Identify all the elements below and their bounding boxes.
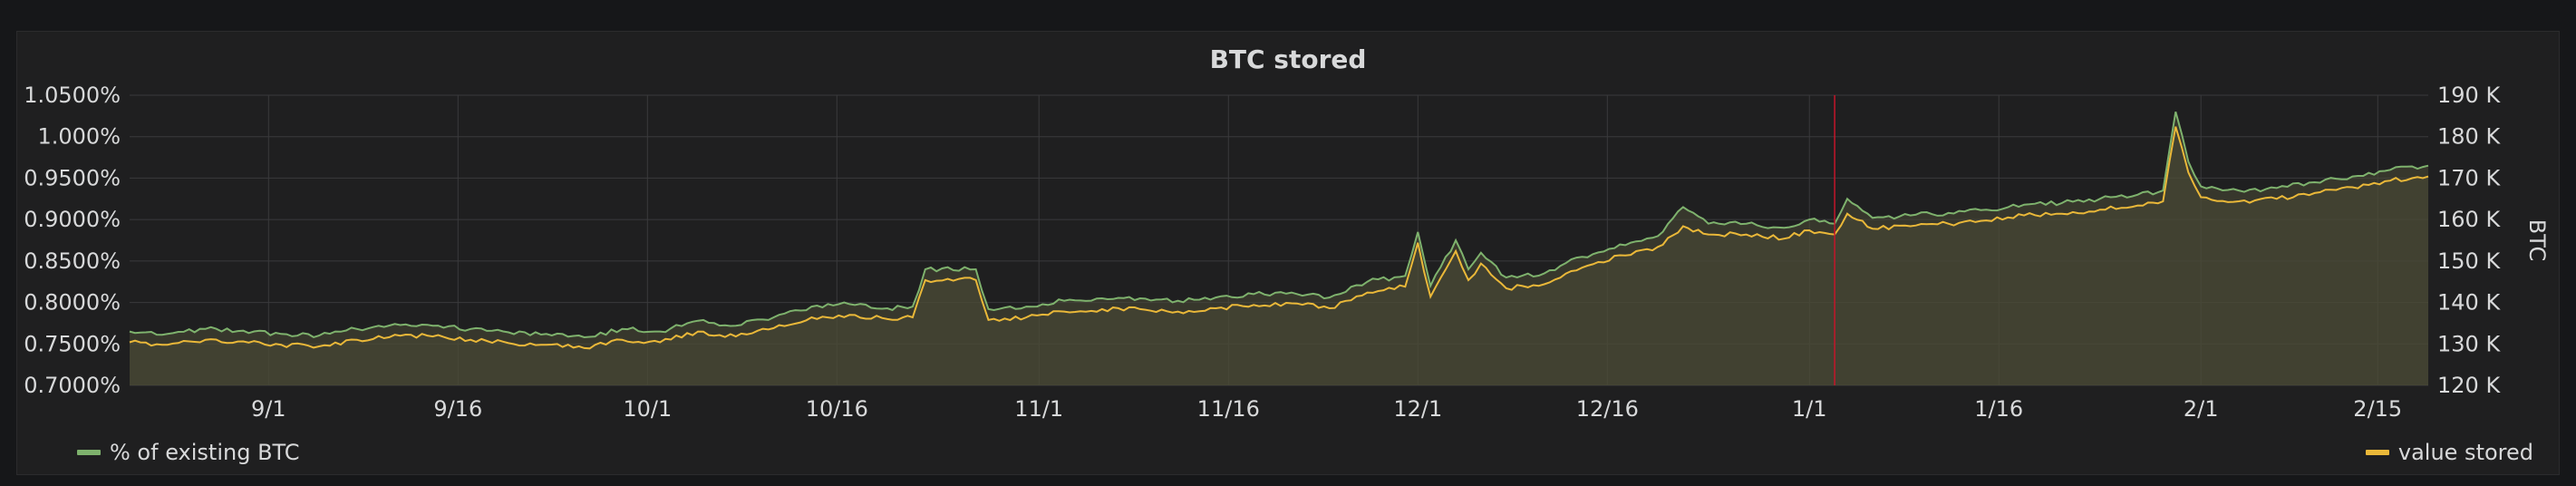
- y-right-tick-label: 140 K: [2437, 290, 2501, 316]
- x-tick-label: 12/16: [1576, 396, 1639, 422]
- y-right-tick-label: 170 K: [2437, 165, 2501, 190]
- y-left-tick-label: 0.7000%: [24, 373, 121, 398]
- right-axis-title: BTC: [2524, 219, 2550, 261]
- x-tick-label: 1/16: [1974, 396, 2023, 422]
- y-right-tick-label: 150 K: [2437, 248, 2501, 274]
- x-tick-label: 10/16: [806, 396, 868, 422]
- legend-swatch-green: [77, 450, 101, 455]
- series-line-pct-existing-btc[interactable]: [129, 112, 2429, 339]
- x-tick-label: 9/1: [251, 396, 286, 422]
- series-layer: [129, 112, 2429, 386]
- x-tick-label: 11/1: [1014, 396, 1063, 422]
- y-right-tick-label: 180 K: [2437, 124, 2501, 150]
- legend-label-pct-existing-btc: % of existing BTC: [110, 440, 300, 465]
- y-right-tick-label: 160 K: [2437, 207, 2501, 232]
- y-left-tick-label: 0.8000%: [24, 290, 121, 316]
- x-tick-label: 12/1: [1393, 396, 1442, 422]
- x-tick-label: 11/16: [1197, 396, 1260, 422]
- panel-title[interactable]: BTC stored: [1209, 44, 1367, 74]
- x-tick-label: 1/1: [1792, 396, 1827, 422]
- right-axis: 120 K 130 K 140 K 150 K 160 K 170 K 180 K 190 K: [2437, 83, 2501, 398]
- series-area-value-stored: [130, 126, 2428, 385]
- x-tick-label: 2/1: [2184, 396, 2219, 422]
- y-left-tick-label: 1.0500%: [24, 83, 121, 108]
- y-left-tick-label: 1.000%: [37, 124, 121, 150]
- legend-label-value-stored: value stored: [2397, 440, 2533, 465]
- btc-stored-chart[interactable]: 0.7000% 0.7500% 0.8000% 0.8500% 0.9000% 0.950…: [17, 32, 2561, 476]
- legend-item-value-stored[interactable]: value stored: [2365, 440, 2533, 465]
- y-left-tick-label: 0.9000%: [24, 207, 121, 232]
- btc-stored-panel: BTC stored 0.7000% 0.7500% 0.8000% 0.8500% 0…: [16, 31, 2560, 475]
- x-tick-label: 9/16: [433, 396, 482, 422]
- series-line-value-stored[interactable]: [129, 126, 2429, 350]
- x-axis: 9/1 9/16 10/1 10/16 11/1 11/16 12/1 12/16 1/1 1/1…: [251, 396, 2402, 422]
- x-tick-label: 2/15: [2353, 396, 2402, 422]
- y-left-tick-label: 0.8500%: [24, 248, 121, 274]
- legend-item-pct-existing-btc[interactable]: % of existing BTC: [77, 440, 300, 465]
- y-right-tick-label: 120 K: [2437, 373, 2501, 398]
- y-right-tick-label: 130 K: [2437, 331, 2501, 356]
- legend-swatch-yellow: [2365, 450, 2389, 455]
- x-tick-label: 10/1: [623, 396, 672, 422]
- left-axis: 0.7000% 0.7500% 0.8000% 0.8500% 0.9000% 0.950…: [24, 83, 121, 398]
- y-left-tick-label: 0.9500%: [24, 165, 121, 190]
- y-left-tick-label: 0.7500%: [24, 331, 121, 356]
- y-right-tick-label: 190 K: [2437, 83, 2501, 108]
